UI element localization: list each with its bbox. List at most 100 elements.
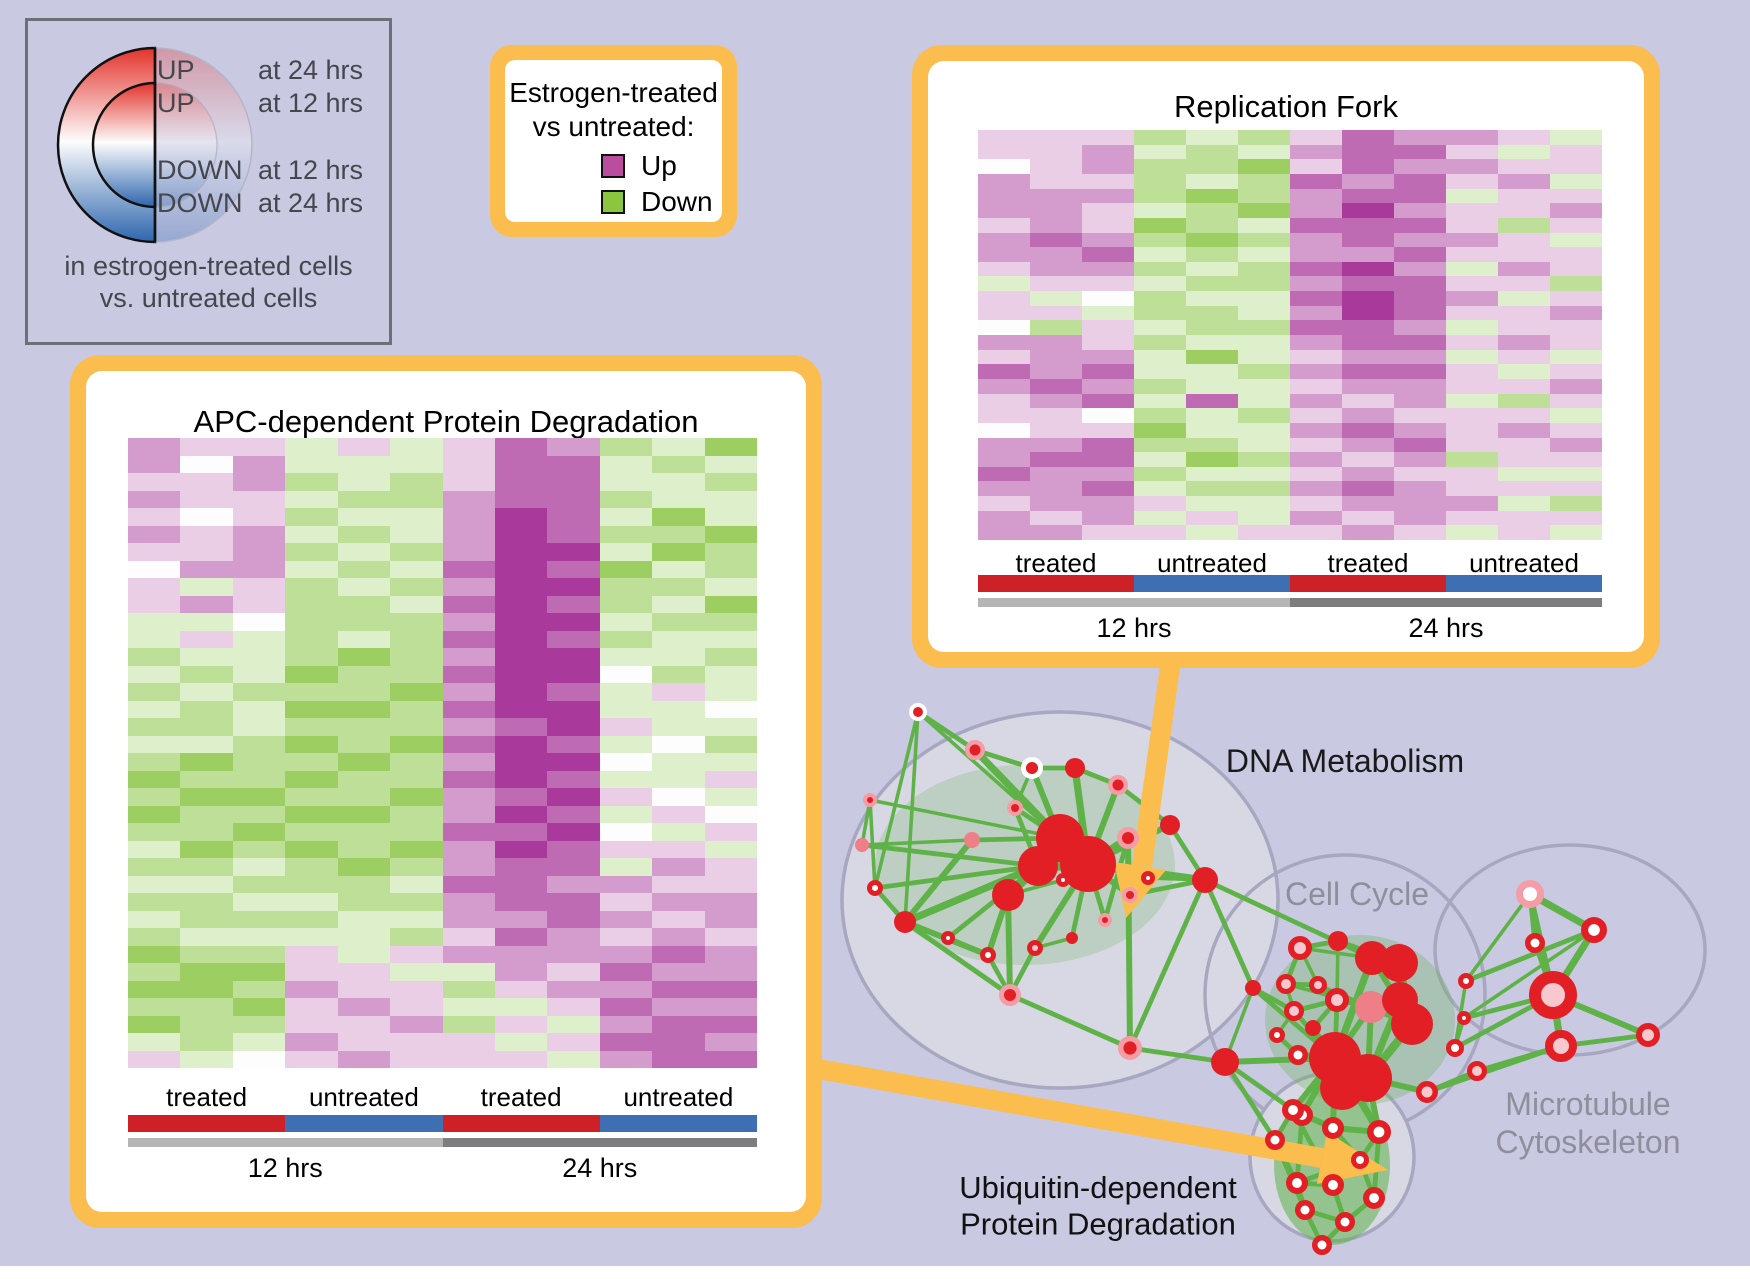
heatmap-cell xyxy=(704,963,757,981)
heatmap-cell xyxy=(1186,349,1238,365)
heatmap-cell xyxy=(1290,408,1342,423)
heatmap-cell xyxy=(1394,320,1446,335)
heatmap-cell xyxy=(704,753,757,771)
heatmap-cell xyxy=(599,595,653,613)
heatmap-cell xyxy=(442,613,495,631)
heatmap-cell xyxy=(547,910,600,928)
heatmap-cell xyxy=(442,438,495,456)
heatmap-cell xyxy=(1550,525,1602,540)
heatmap-cell xyxy=(1446,305,1498,321)
heatmap-cell xyxy=(1446,203,1498,218)
heatmap-cell xyxy=(599,438,653,456)
heatmap-cell xyxy=(180,1015,233,1033)
apc-time-bars xyxy=(128,1138,757,1147)
heatmap-cell xyxy=(599,805,653,823)
heatmap-cell xyxy=(704,560,757,578)
heatmap-cell xyxy=(1186,452,1238,467)
legend-word-down-12: DOWN xyxy=(157,155,243,185)
heatmap-cell xyxy=(978,144,1030,160)
heatmap-cell xyxy=(1082,291,1134,306)
heatmap-cell xyxy=(1082,188,1134,204)
heatmap-cell xyxy=(1394,203,1446,218)
network-node xyxy=(992,879,1024,911)
heatmap-cell xyxy=(1134,422,1186,438)
network-node xyxy=(1325,988,1349,1012)
heatmap-cell xyxy=(1134,217,1186,233)
heatmap-cell xyxy=(704,648,757,666)
network-node xyxy=(1380,944,1418,982)
heatmap-cell xyxy=(1290,481,1342,497)
heatmap-cell xyxy=(285,770,338,788)
heatmap-cell xyxy=(1446,481,1498,497)
heatmap-cell xyxy=(232,665,286,683)
heatmap-cell xyxy=(1238,320,1290,335)
heatmap-cell xyxy=(180,455,233,473)
heatmap-cell xyxy=(232,735,286,753)
heatmap-cell xyxy=(704,858,757,876)
heatmap-cell xyxy=(1498,188,1550,204)
down-label: Down xyxy=(641,186,713,217)
heatmap-cell xyxy=(494,805,548,823)
heatmap-cell xyxy=(337,630,391,648)
heatmap-cell xyxy=(1446,144,1498,160)
heatmap-cell xyxy=(652,788,705,806)
heatmap-cell xyxy=(1498,349,1550,365)
heatmap-cell xyxy=(1134,159,1186,174)
heatmap-cell xyxy=(599,945,653,963)
heatmap-cell xyxy=(704,1015,757,1033)
heatmap-cell xyxy=(1394,305,1446,321)
heatmap-cell xyxy=(1394,437,1446,453)
heatmap-cell xyxy=(704,490,757,508)
heatmap-cell xyxy=(1238,481,1290,497)
network-node xyxy=(1060,836,1116,892)
heatmap-cell xyxy=(978,291,1030,306)
heatmap-cell xyxy=(599,525,653,543)
network-node xyxy=(855,838,869,852)
heatmap-cell xyxy=(1550,378,1602,394)
heatmap-cell xyxy=(285,858,338,876)
heatmap-cell xyxy=(390,893,443,911)
heatmap-cell xyxy=(978,437,1030,453)
heatmap-cell xyxy=(1342,452,1394,467)
heatmap-cell xyxy=(599,928,653,946)
heatmap-cell xyxy=(390,595,443,613)
network-node xyxy=(1351,1151,1369,1169)
heatmap-cell xyxy=(180,508,233,526)
heatmap-cell xyxy=(1290,437,1342,453)
heatmap-cell xyxy=(599,1050,653,1068)
heatmap-cell xyxy=(337,613,391,631)
heatmap-cell xyxy=(547,963,600,981)
heatmap-cell xyxy=(285,910,338,928)
heatmap-cell xyxy=(1030,232,1082,248)
heatmap-cell xyxy=(704,788,757,806)
heatmap-cell xyxy=(442,858,495,876)
network-node xyxy=(1276,974,1296,994)
network-node xyxy=(1355,991,1387,1023)
heatmap-cell xyxy=(1498,247,1550,262)
heatmap-cell xyxy=(1550,364,1602,379)
heatmap-cell xyxy=(1186,144,1238,160)
network-edge xyxy=(869,798,1061,840)
heatmap-cell xyxy=(1394,496,1446,511)
heatmap-cell xyxy=(1186,276,1238,292)
heatmap-cell xyxy=(704,508,757,526)
heatmap-cell xyxy=(1134,496,1186,511)
heatmap-cell xyxy=(285,700,338,718)
heatmap-cell xyxy=(1030,173,1082,189)
group-label-untreated: untreated xyxy=(623,1082,734,1112)
heatmap-cell xyxy=(1550,349,1602,365)
heatmap-cell xyxy=(599,998,653,1016)
heatmap-cell xyxy=(547,893,600,911)
heatmap-cell xyxy=(390,788,443,806)
heatmap-cell xyxy=(285,1033,338,1051)
heatmap-cell xyxy=(285,945,338,963)
heatmap-cell xyxy=(337,753,391,771)
heatmap-cell xyxy=(599,823,653,841)
heatmap-cell xyxy=(390,840,443,858)
heatmap-cell xyxy=(442,490,495,508)
network-node xyxy=(894,911,916,933)
heatmap-cell xyxy=(1030,305,1082,321)
heatmap-cell xyxy=(390,560,443,578)
heatmap-cell xyxy=(1290,232,1342,248)
heatmap-cell xyxy=(652,508,705,526)
